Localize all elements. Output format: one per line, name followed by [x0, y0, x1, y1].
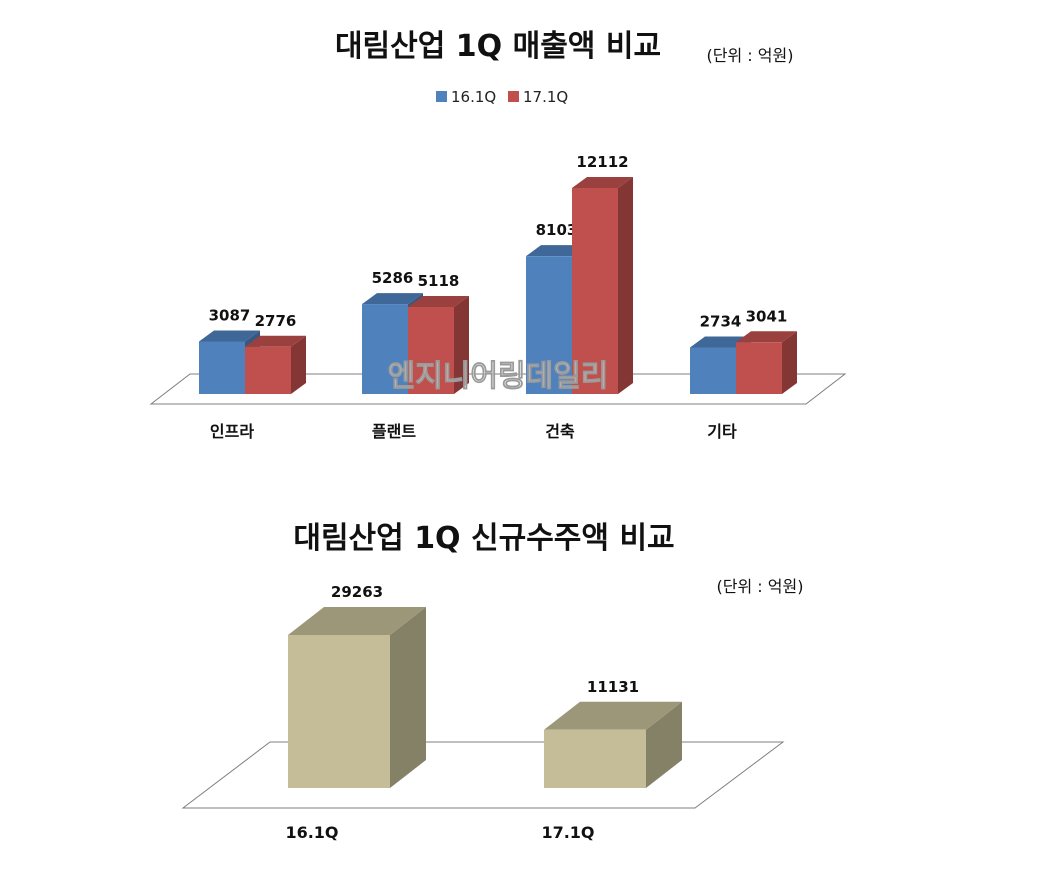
legend-label-16-1q: 16.1Q	[451, 88, 496, 106]
bar-3-0-value-label: 2734	[700, 313, 742, 331]
bar-0-0-value-label: 3087	[209, 306, 251, 324]
bar-0-1-side	[291, 335, 306, 394]
order-bar-0-value-label: 29263	[331, 583, 383, 601]
order-bar-0-top	[288, 607, 426, 635]
bar-0-1-top	[245, 335, 306, 347]
bar-2-1-top	[572, 177, 633, 188]
chart1-title: 대림산업 1Q 매출액 비교	[335, 29, 661, 64]
bar-0-1-value-label: 2776	[255, 312, 297, 330]
order-bar-0	[288, 635, 390, 788]
bar-1-0-value-label: 5286	[372, 269, 414, 287]
bar-1-0-top	[362, 293, 423, 305]
order-bar-0-side	[390, 607, 426, 788]
category-label-16-1q: 16.1Q	[285, 823, 338, 842]
bar-3-1	[736, 342, 782, 394]
category-label-building: 건축	[545, 422, 575, 441]
bar-3-1-value-label: 3041	[746, 307, 788, 325]
watermark: 엔지니어링데일리	[388, 359, 609, 394]
bar-2-0-value-label: 8103	[536, 221, 578, 239]
bar-0-1	[245, 346, 291, 394]
category-label-17-1q: 17.1Q	[541, 823, 594, 842]
chart1-bars: 3087 2776 5286 5118 8103 12112 2734 3041	[199, 153, 797, 394]
bar-2-1-value-label: 12112	[576, 153, 628, 171]
bar-1-1	[408, 306, 454, 394]
category-label-other: 기타	[707, 422, 737, 441]
order-bar-1-value-label: 11131	[587, 678, 639, 696]
bar-3-0-top	[690, 336, 751, 348]
chart2-floor	[181, 741, 785, 809]
order-bar-1	[544, 729, 646, 788]
bar-1-1-side	[454, 295, 469, 394]
bar-3-1-side	[782, 331, 797, 394]
chart2-unit: (단위 : 억원)	[717, 577, 804, 596]
bar-0-0	[199, 341, 245, 394]
bar-2-1-side	[618, 177, 633, 394]
chart2-title: 대림산업 1Q 신규수주액 비교	[293, 521, 674, 556]
bar-1-0	[362, 304, 408, 394]
bar-2-0-top	[526, 245, 587, 257]
legend-swatch-17-1q	[508, 91, 519, 102]
chart1-unit: (단위 : 억원)	[707, 46, 794, 65]
category-label-infra: 인프라	[210, 422, 254, 441]
bar-2-1	[572, 188, 618, 394]
chart2-bars: 29263 11131	[288, 583, 682, 788]
legend-label-17-1q: 17.1Q	[523, 88, 568, 106]
bar-1-1-top	[408, 295, 469, 307]
order-bar-1-side	[646, 701, 682, 788]
bar-3-0	[690, 347, 736, 394]
bar-3-1-top	[736, 331, 797, 343]
category-label-plant: 플랜트	[372, 422, 416, 441]
order-bar-1-top	[544, 701, 682, 730]
bar-1-1-value-label: 5118	[418, 272, 460, 290]
bar-0-0-top	[199, 330, 260, 342]
legend-swatch-16-1q	[436, 91, 447, 102]
bar-2-0	[526, 256, 572, 394]
